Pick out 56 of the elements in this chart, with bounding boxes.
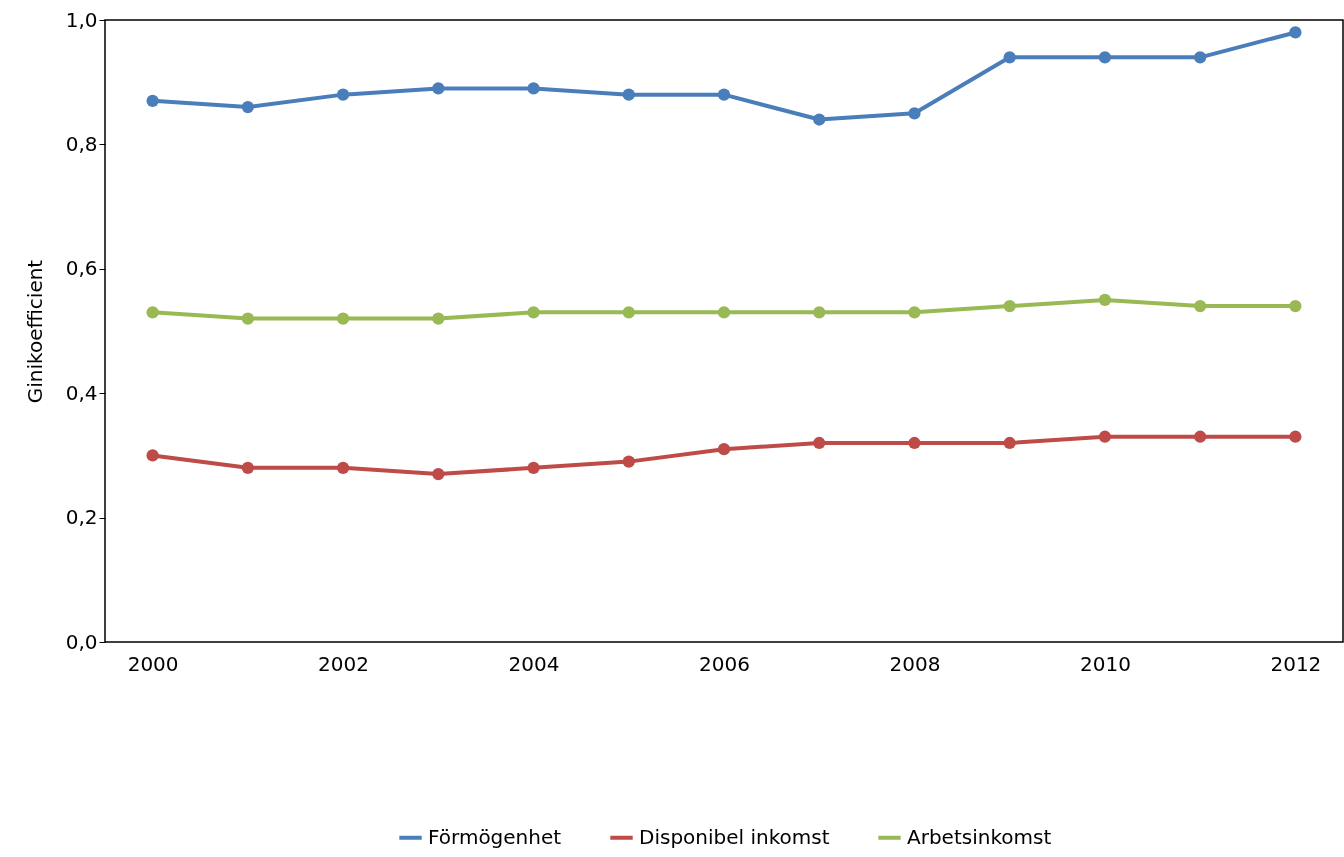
- point: [1003, 300, 1016, 313]
- point: [717, 443, 731, 456]
- y-tick-label: 0,4: [65, 380, 98, 405]
- point: [1098, 293, 1112, 307]
- y-axis-title: Ginikoefficient: [22, 259, 47, 404]
- point: [432, 312, 445, 325]
- x-tick-label: 2008: [889, 651, 941, 676]
- point: [241, 100, 254, 114]
- point: [146, 306, 159, 319]
- point: [432, 467, 445, 481]
- point: [908, 436, 921, 450]
- point: [813, 113, 826, 126]
- point: [622, 306, 635, 319]
- point: [527, 306, 540, 319]
- x-tick-label: 2006: [699, 651, 750, 676]
- y-tick-label: 0,6: [65, 256, 98, 281]
- x-tick-label: 2010: [1079, 651, 1131, 676]
- point: [146, 94, 159, 107]
- point: [1003, 436, 1016, 450]
- point: [527, 461, 540, 474]
- point: [908, 306, 921, 319]
- point: [1289, 26, 1302, 39]
- point: [241, 461, 254, 474]
- point: [1098, 430, 1112, 443]
- point: [622, 88, 635, 101]
- point: [146, 449, 159, 462]
- point: [336, 461, 350, 474]
- point: [908, 107, 921, 120]
- x-tick-label: 2000: [127, 651, 179, 676]
- legend-label: Arbetsinkomst: [907, 824, 1052, 849]
- point: [336, 312, 350, 325]
- point: [1289, 430, 1302, 443]
- x-tick-label: 2004: [508, 651, 560, 676]
- point: [241, 312, 254, 325]
- x-tick-label: 2002: [318, 651, 370, 676]
- point: [1194, 430, 1207, 443]
- point: [813, 436, 826, 450]
- point: [717, 88, 731, 101]
- point: [1098, 51, 1112, 64]
- point: [527, 82, 540, 95]
- point: [717, 306, 731, 319]
- y-tick-label: 0,2: [65, 505, 98, 530]
- y-tick-label: 1,0: [65, 7, 98, 32]
- point: [1289, 300, 1302, 313]
- point: [813, 306, 826, 319]
- legend-label: Förmögenhet: [428, 824, 562, 849]
- point: [336, 88, 350, 101]
- y-tick-label: 0,0: [65, 629, 98, 654]
- point: [1194, 51, 1207, 64]
- point: [432, 82, 445, 95]
- legend-label: Disponibel inkomst: [639, 824, 830, 849]
- point: [1194, 300, 1207, 313]
- point: [622, 455, 635, 468]
- point: [1003, 51, 1016, 64]
- y-tick-label: 0,8: [65, 131, 98, 156]
- x-tick-label: 2012: [1270, 651, 1322, 676]
